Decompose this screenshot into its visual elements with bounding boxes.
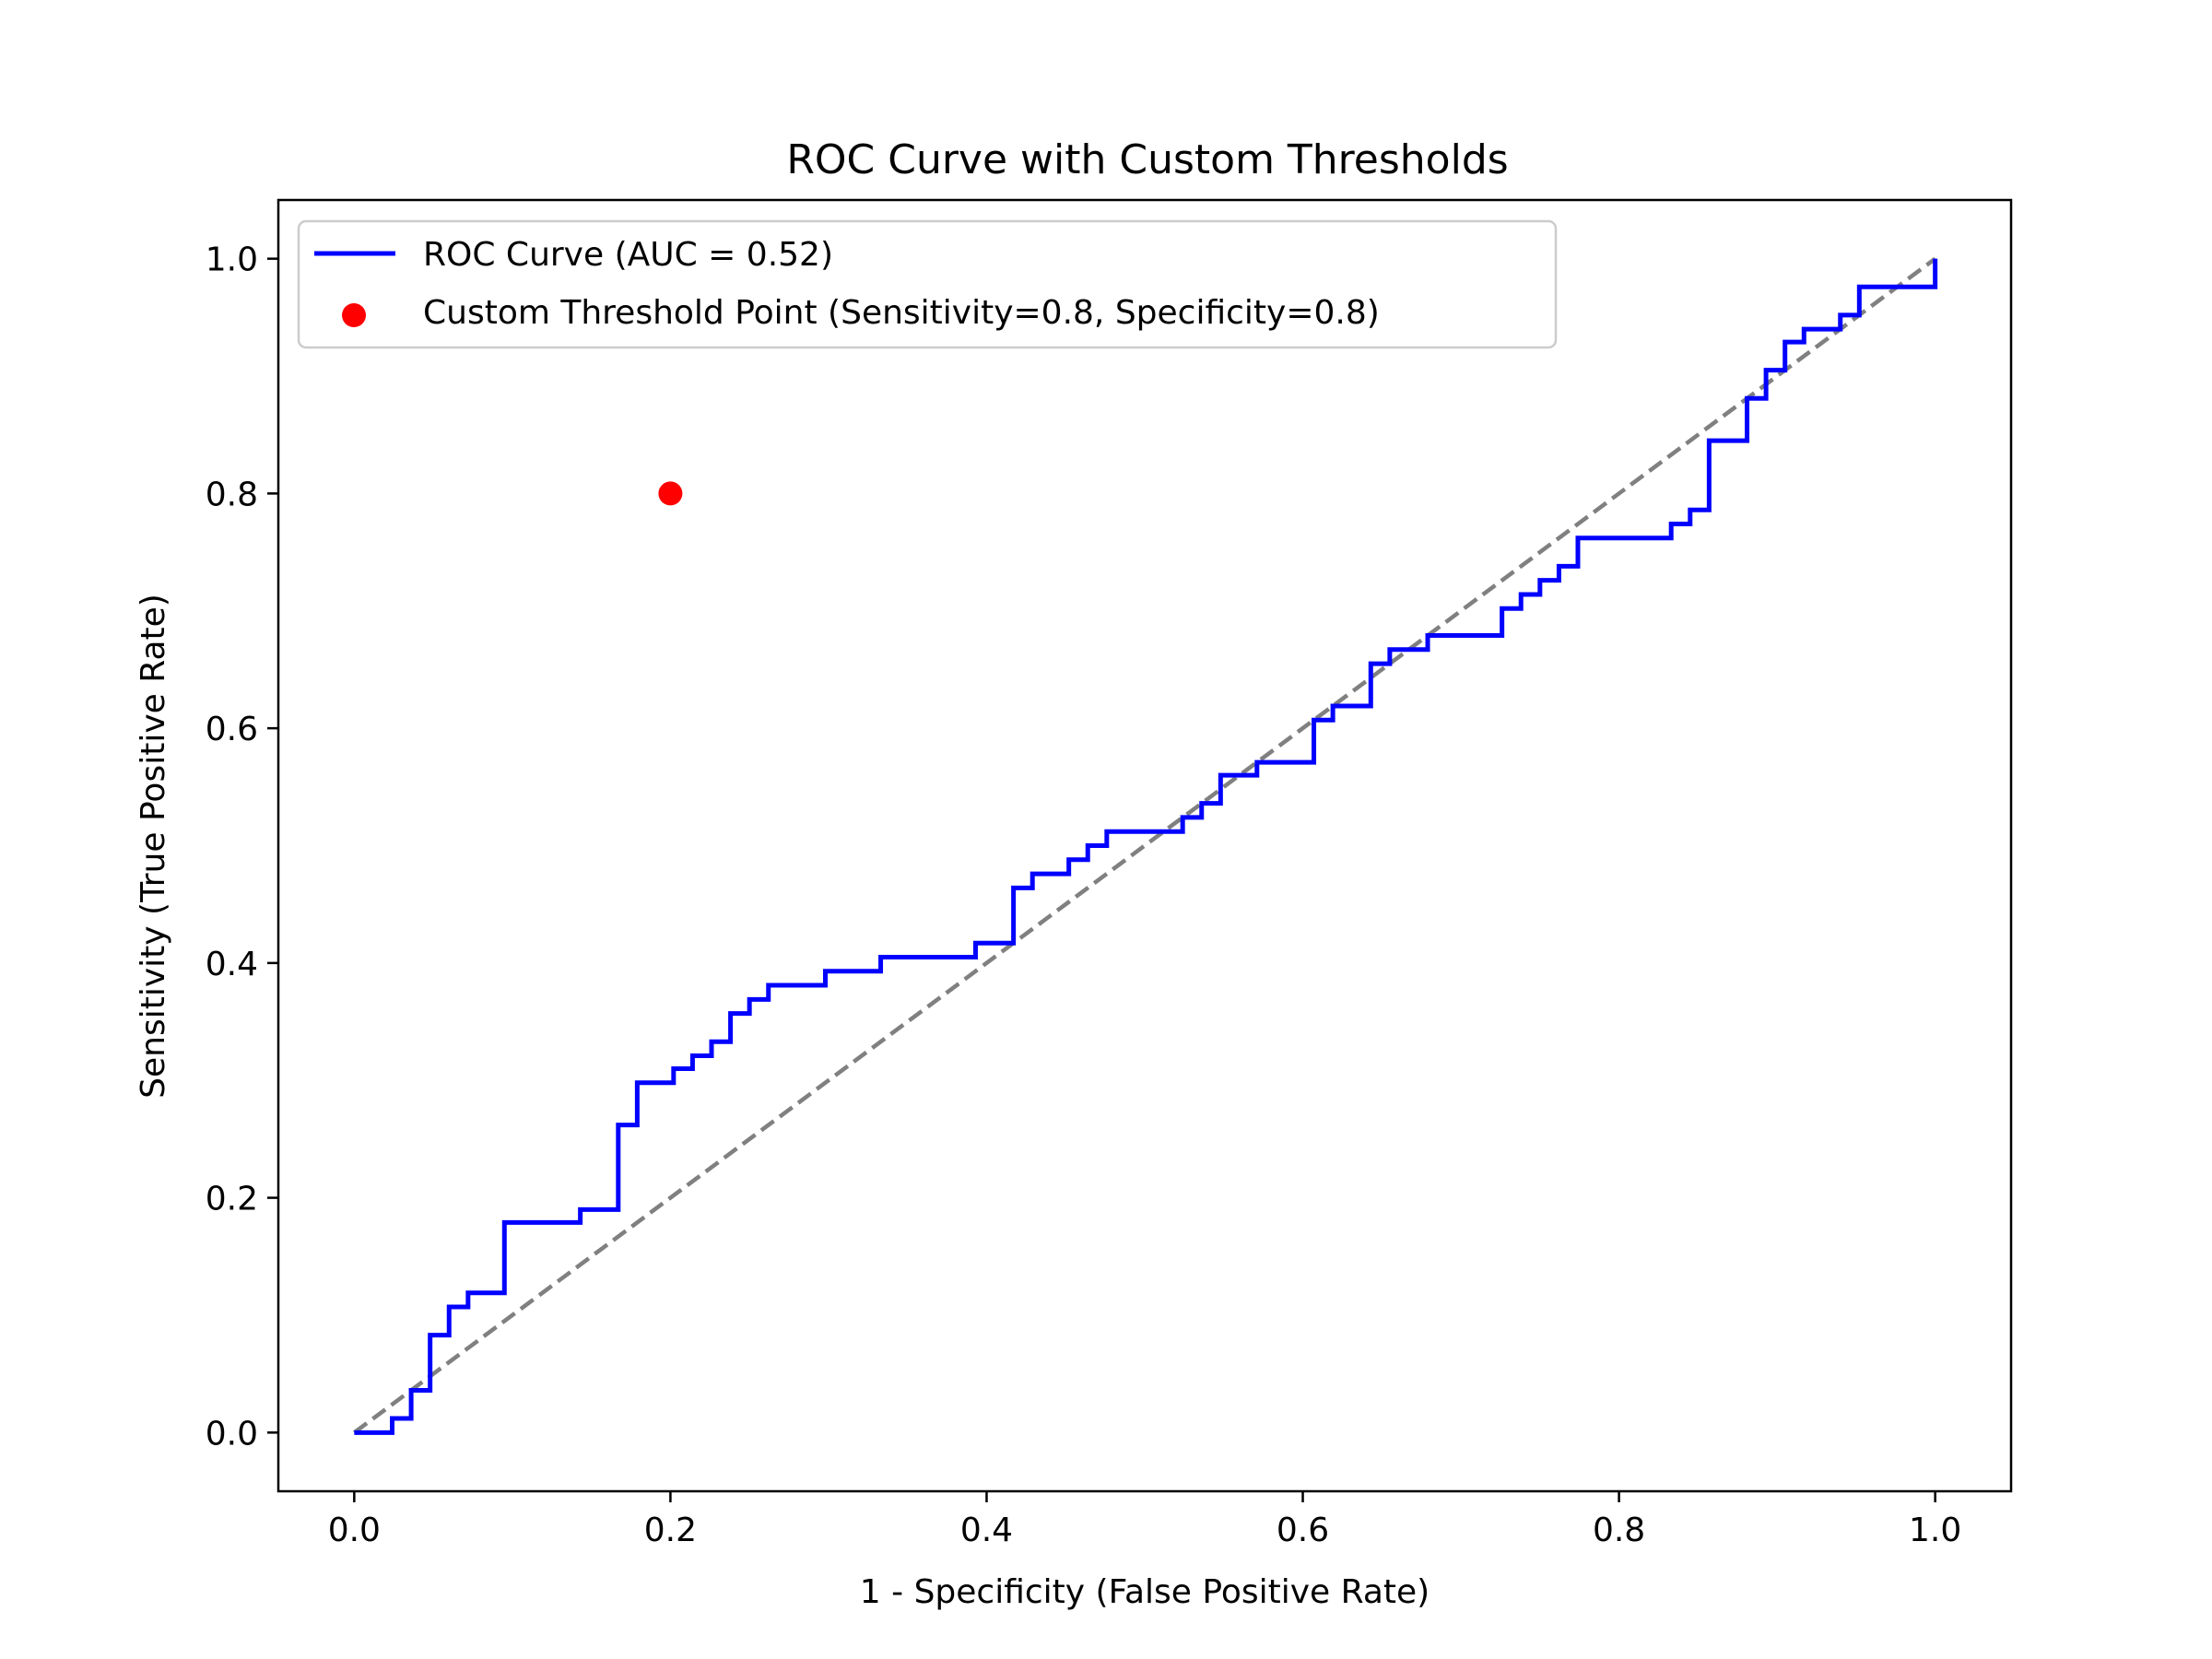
roc-curve-line <box>354 258 1938 1435</box>
legend-box <box>297 219 1558 349</box>
y-tick-label: 0.8 <box>206 476 258 513</box>
y-tick-label: 1.0 <box>206 241 258 279</box>
chart-title: ROC Curve with Custom Thresholds <box>786 136 1508 183</box>
y-axis-label: Sensitivity (True Positive Rate) <box>135 594 172 1099</box>
plot-area <box>276 198 2013 1493</box>
y-tick-label: 0.6 <box>206 711 258 748</box>
diagonal-reference-line <box>352 256 1937 1435</box>
y-tick-label: 0.4 <box>206 946 258 983</box>
legend-point-swatch <box>342 303 366 327</box>
x-tick-label: 0.0 <box>328 1512 381 1549</box>
legend: ROC Curve (AUC = 0.52) Custom Threshold … <box>297 219 1558 349</box>
x-tick-label: 0.8 <box>1593 1512 1645 1549</box>
y-tick-label: 0.2 <box>206 1181 258 1218</box>
x-tick-label: 0.2 <box>644 1512 697 1549</box>
x-tick-label: 1.0 <box>1909 1512 1961 1549</box>
x-axis-label: 1 - Specificity (False Positive Rate) <box>860 1573 1430 1611</box>
legend-label-custom-threshold: Custom Threshold Point (Sensitivity=0.8,… <box>423 294 1380 332</box>
plot-frame <box>276 198 2013 1493</box>
y-tick-label: 0.0 <box>206 1415 258 1453</box>
custom-threshold-point <box>658 481 683 506</box>
x-tick-label: 0.4 <box>960 1512 1013 1549</box>
y-axis-ticks: 0.0 0.2 0.4 0.6 0.8 1.0 <box>206 241 278 1453</box>
x-axis-ticks: 0.0 0.2 0.4 0.6 0.8 1.0 <box>328 1491 1961 1549</box>
legend-label-roc-curve: ROC Curve (AUC = 0.52) <box>423 236 833 274</box>
x-tick-label: 0.6 <box>1277 1512 1329 1549</box>
series-layer <box>352 256 1938 1435</box>
